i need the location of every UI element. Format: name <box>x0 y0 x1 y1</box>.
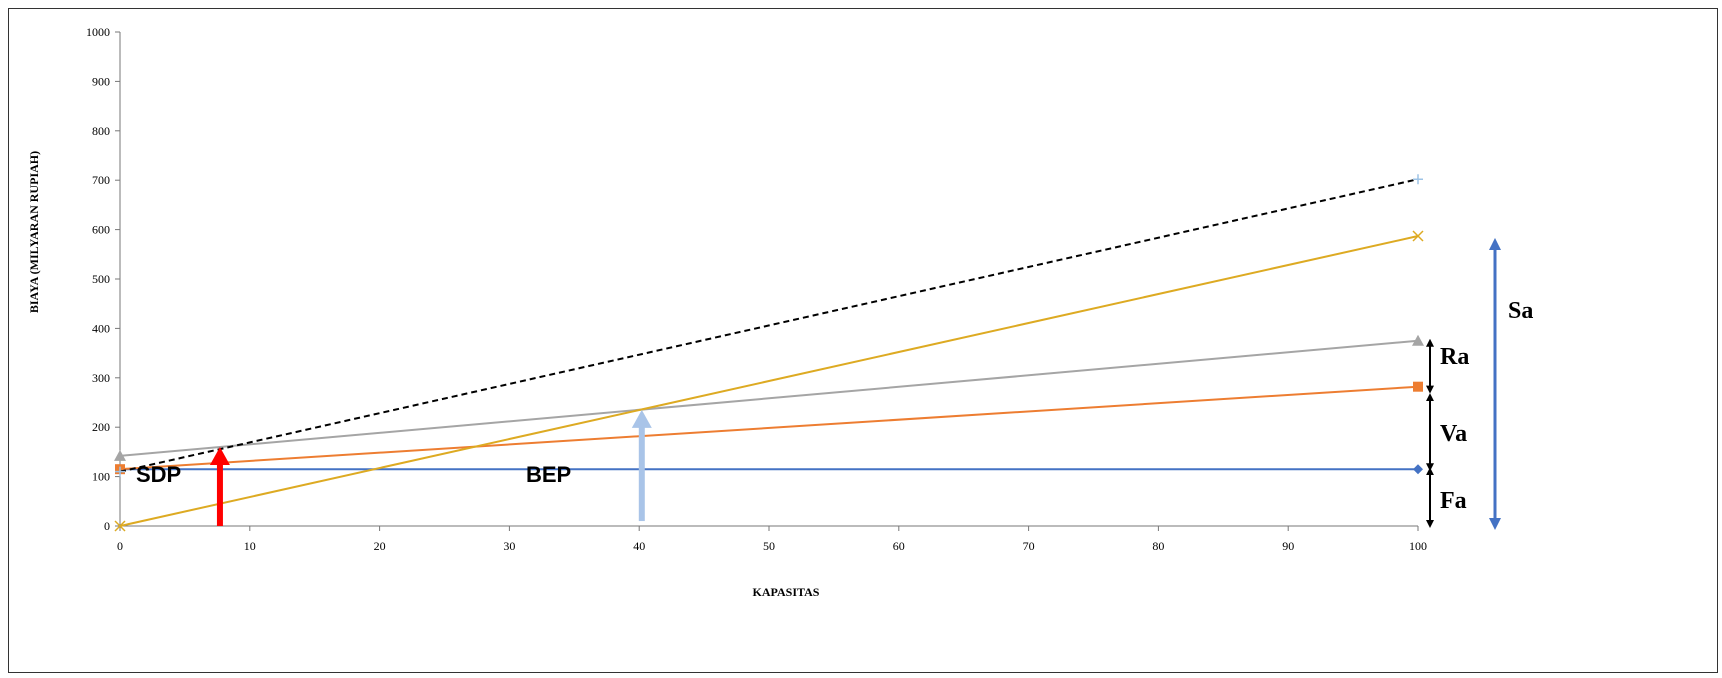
y-tick-label: 1000 <box>86 25 110 39</box>
series-point-sales <box>1412 230 1424 242</box>
sdp-label: SDP <box>136 462 181 487</box>
sa-label: Sa <box>1508 298 1533 324</box>
annotation-layer <box>209 237 1501 530</box>
bep-label: BEP <box>526 462 571 487</box>
y-tick-label: 900 <box>92 74 110 88</box>
y-tick-label: 200 <box>92 420 110 434</box>
series-line-sales <box>119 235 1419 527</box>
x-tick-label: 40 <box>633 539 645 553</box>
y-tick-label: 500 <box>92 272 110 286</box>
series-point-regulated <box>1412 334 1424 346</box>
series-point-fixed <box>1413 464 1423 475</box>
va-label: Va <box>1440 421 1467 447</box>
series-point-regulated <box>114 449 126 461</box>
ra-label: Ra <box>1440 344 1469 370</box>
x-tick-label: 80 <box>1152 539 1164 553</box>
y-tick-label: 0 <box>104 519 110 533</box>
x-tick-label: 90 <box>1282 539 1294 553</box>
series-point-variable <box>1413 381 1423 392</box>
x-tick-label: 0 <box>117 539 123 553</box>
chart-frame <box>8 8 1718 673</box>
x-tick-label: 50 <box>763 539 775 553</box>
series-line-variable <box>119 385 1419 471</box>
y-tick-label: 100 <box>92 470 110 484</box>
series-point-total <box>1413 174 1423 185</box>
series-layer <box>114 174 1424 532</box>
y-tick-label: 700 <box>92 173 110 187</box>
bep-arrow-head <box>631 409 652 428</box>
y-tick-label: 300 <box>92 371 110 385</box>
x-tick-label: 20 <box>374 539 386 553</box>
y-tick-label: 600 <box>92 223 110 237</box>
x-tick-label: 100 <box>1409 539 1427 553</box>
sdp-arrow-head <box>209 446 230 465</box>
series-line-total <box>119 178 1419 473</box>
x-tick-label: 10 <box>244 539 256 553</box>
y-tick-label: 800 <box>92 124 110 138</box>
bep-arrow-shaft <box>638 425 645 522</box>
series-point-total <box>115 466 125 477</box>
series-line-regulated <box>119 339 1419 457</box>
x-tick-label: 70 <box>1023 539 1035 553</box>
x-tick-label: 60 <box>893 539 905 553</box>
fa-label: Fa <box>1440 488 1467 514</box>
y-tick-label: 400 <box>92 321 110 335</box>
series-point-sales <box>114 520 126 532</box>
axes: 0 100 200 300 400 500 600 700 800 900 1000 0 10 20 30 4… <box>86 25 1427 553</box>
x-axis-title: KAPASITAS <box>753 585 820 599</box>
x-tick-label: 30 <box>503 539 515 553</box>
y-axis-title: BIAYA (MILYARAN RUPIAH) <box>27 151 41 313</box>
sdp-arrow-shaft <box>216 462 223 526</box>
